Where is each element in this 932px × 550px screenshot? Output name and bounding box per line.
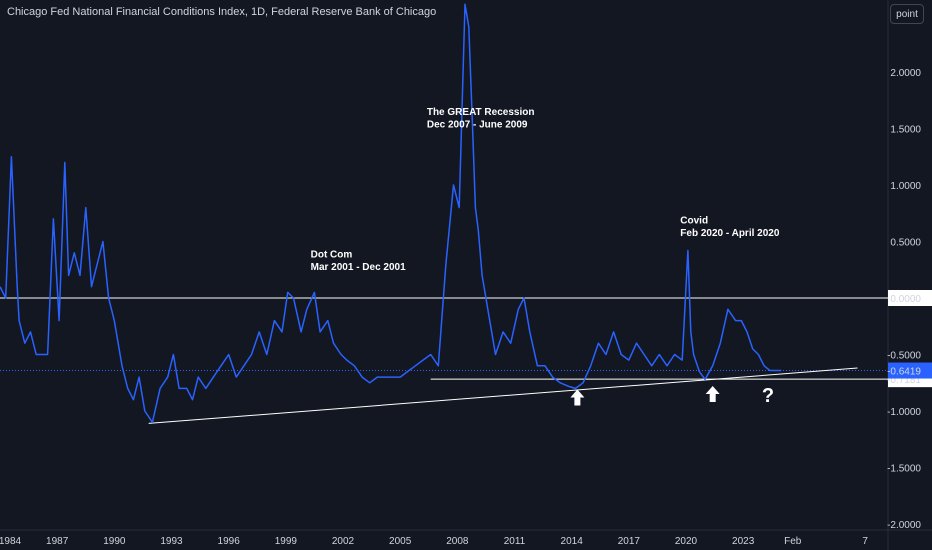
y-tick-label: 1.5000 xyxy=(890,125,921,136)
y-tick-label: -0.5000 xyxy=(887,351,921,362)
chart-annotation: Feb 2020 - April 2020 xyxy=(680,228,780,239)
x-tick-label: 2002 xyxy=(332,536,355,547)
nfci-series-line xyxy=(0,3,782,424)
last-value-label-bg xyxy=(888,362,932,379)
scale-mode-button[interactable]: point xyxy=(890,4,924,24)
zero-price-label-bg xyxy=(888,290,932,306)
last-value-label: -0.6419 xyxy=(887,367,921,378)
y-tick-label: -2.0000 xyxy=(887,520,921,531)
x-tick-label: 2020 xyxy=(675,536,698,547)
y-tick-label: 2.0000 xyxy=(890,68,921,79)
x-tick-label: Feb xyxy=(784,536,802,547)
question-mark-annotation: ? xyxy=(762,385,774,407)
x-tick-label: 2005 xyxy=(389,536,412,547)
chart-annotation: Covid xyxy=(680,215,708,226)
y-tick-label: -1.5000 xyxy=(887,464,921,475)
x-tick-label: 1996 xyxy=(218,536,241,547)
x-tick-label: 2011 xyxy=(504,536,526,547)
support-price-label: -0.7181 xyxy=(887,375,921,386)
x-tick-label: 1987 xyxy=(46,536,69,547)
chart-title: Chicago Fed National Financial Condition… xyxy=(7,6,437,18)
zero-price-label: 0.0000 xyxy=(890,294,921,305)
chart-annotation: The GREAT Recession xyxy=(427,107,535,118)
y-tick-label: -1.0000 xyxy=(887,407,921,418)
x-tick-label: 1984 xyxy=(0,536,22,547)
chart-annotation: Dot Com xyxy=(311,249,353,260)
x-tick-label: 1999 xyxy=(275,536,298,547)
chart-annotation: Dec 2007 - June 2009 xyxy=(427,119,528,130)
y-tick-label: 1.0000 xyxy=(890,181,921,192)
x-tick-label: 2023 xyxy=(732,536,755,547)
x-tick-label: 2008 xyxy=(446,536,469,547)
x-tick-label: 1993 xyxy=(160,536,183,547)
x-tick-label: 7 xyxy=(862,536,868,547)
x-tick-label: 2014 xyxy=(561,536,584,547)
trendline xyxy=(148,367,858,424)
up-arrow-icon xyxy=(705,386,720,403)
x-tick-label: 2017 xyxy=(618,536,641,547)
chart-annotation: Mar 2001 - Dec 2001 xyxy=(311,262,407,273)
up-arrow-icon xyxy=(570,389,585,406)
x-tick-label: 1990 xyxy=(103,536,126,547)
y-tick-label: 0.5000 xyxy=(890,238,921,249)
